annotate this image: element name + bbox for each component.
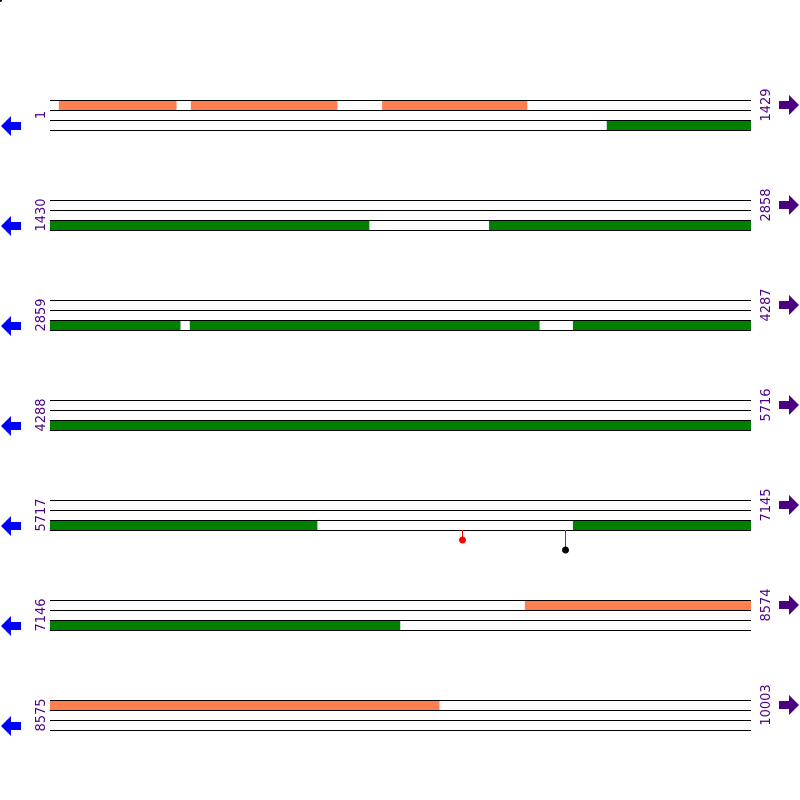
- arrow-right-icon: [779, 595, 799, 615]
- sequence-row: 8575 10003: [1, 684, 799, 736]
- forward-orf-segment: [190, 100, 338, 110]
- arrow-right-icon: [779, 495, 799, 515]
- forward-orf-segment: [50, 700, 440, 710]
- forward-orf-segment: [524, 600, 751, 610]
- marker-dot: [459, 536, 466, 544]
- row-end-label: 10003: [759, 684, 774, 725]
- row-start-label: 8575: [34, 698, 49, 731]
- arrow-right-icon: [779, 95, 799, 115]
- reverse-orf-segment: [50, 220, 370, 230]
- arrow-right-icon: [779, 695, 799, 715]
- row-start-label: 2859: [34, 298, 49, 331]
- reverse-orf-segment: [606, 120, 751, 130]
- reverse-orf-segment: [50, 620, 401, 630]
- sequence-row: 4288 5716: [1, 388, 799, 436]
- arrow-right-icon: [779, 395, 799, 415]
- arrow-left-icon: [1, 316, 21, 336]
- sequence-row: 2859 4287: [1, 288, 799, 336]
- reverse-orf-segment: [489, 220, 751, 230]
- reverse-orf-segment: [50, 520, 318, 530]
- arrow-right-icon: [779, 295, 799, 315]
- arrow-right-icon: [779, 195, 799, 215]
- forward-orf-segment: [382, 100, 528, 110]
- reverse-orf-segment: [189, 320, 540, 330]
- arrow-left-icon: [1, 516, 21, 536]
- arrow-left-icon: [1, 116, 21, 136]
- sequence-row: 5717 7145: [1, 488, 799, 554]
- row-end-label: 1429: [759, 88, 774, 121]
- row-end-label: 4287: [759, 288, 774, 321]
- reverse-orf-segment: [572, 320, 751, 330]
- marker-dot: [562, 546, 569, 554]
- row-start-label: 5717: [34, 498, 49, 531]
- reverse-orf-segment: [50, 420, 751, 430]
- forward-orf-segment: [58, 100, 177, 110]
- sequence-row: 7146 8574: [1, 588, 799, 636]
- arrow-left-icon: [1, 616, 21, 636]
- row-end-label: 2858: [759, 188, 774, 221]
- row-start-label: 1430: [34, 198, 49, 231]
- arrow-left-icon: [1, 216, 21, 236]
- row-start-label: 4288: [34, 398, 49, 431]
- arrow-left-icon: [1, 716, 21, 736]
- arrow-left-icon: [1, 416, 21, 436]
- row-end-label: 7145: [759, 488, 774, 521]
- row-start-label: 1: [34, 111, 49, 119]
- row-end-label: 8574: [759, 588, 774, 621]
- row-start-label: 7146: [34, 598, 49, 631]
- reverse-orf-segment: [50, 320, 181, 330]
- reverse-orf-segment: [572, 520, 751, 530]
- row-end-label: 5716: [759, 388, 774, 421]
- sequence-row: 1430 2858: [1, 188, 799, 236]
- corner-dot: [0, 0, 2, 2]
- sequence-row: 1 1429: [1, 88, 799, 136]
